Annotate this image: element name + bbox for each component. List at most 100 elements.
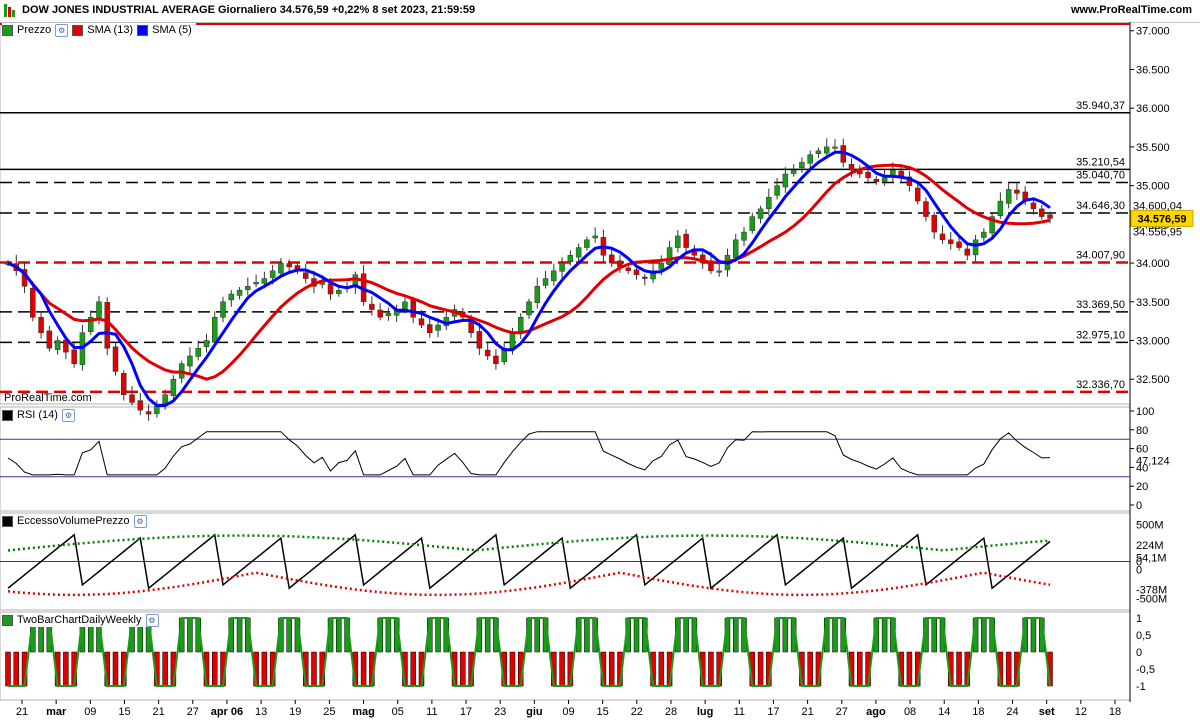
candle-body	[625, 267, 631, 272]
candle-body	[551, 270, 557, 282]
prorealtime-logo-icon	[4, 4, 15, 17]
candle-body	[774, 185, 780, 196]
rsi-tick-label: 80	[1136, 425, 1148, 437]
candle-body	[526, 301, 532, 316]
rsi-tick-label: 60	[1136, 444, 1148, 456]
sma13-swatch	[72, 24, 84, 36]
candle-body	[997, 200, 1004, 216]
x-tick-label: 05	[392, 706, 404, 718]
x-tick-label: 21	[16, 706, 28, 718]
x-tick-label: ago	[866, 706, 886, 718]
twobar-down-bar	[658, 651, 665, 687]
candle-body	[187, 355, 193, 367]
candle-body	[410, 299, 416, 318]
twobar-up-bar	[286, 617, 292, 653]
twobar-tick-label: -0,5	[1136, 664, 1155, 676]
legend-sma5-label: SMA (5)	[152, 24, 192, 36]
candle-body	[956, 241, 962, 248]
x-tick-label: 25	[323, 706, 335, 718]
site-link[interactable]: www.ProRealTime.com	[1070, 4, 1192, 16]
twobar-down-bar	[112, 651, 119, 687]
price-tick-label: 34.000	[1136, 258, 1170, 270]
candle-body	[220, 301, 226, 318]
candle-body	[592, 235, 598, 239]
candle-body	[865, 171, 871, 179]
sma13-value-label: 34.556,95	[1133, 226, 1182, 238]
sma5-line	[7, 150, 1051, 407]
panel-frame-1	[0, 406, 1131, 512]
rsi-settings-icon[interactable]: ⚙	[61, 408, 75, 422]
candle-body	[261, 278, 268, 284]
legend-twobar-label: TwoBarChartDailyWeekly	[17, 614, 142, 626]
twobar-up-bar	[931, 617, 937, 653]
twobar-up-bar	[832, 617, 838, 653]
volume-upper-envelope	[7, 534, 1051, 552]
twobar-down-bar	[956, 651, 962, 687]
candle-body	[807, 154, 813, 164]
candle-body	[493, 355, 499, 364]
candle-body	[782, 173, 789, 188]
candle-body	[914, 187, 921, 202]
candle-body	[608, 254, 615, 264]
candle-body	[939, 233, 946, 241]
candle-body	[269, 270, 276, 278]
candle-body	[559, 262, 565, 272]
volume-legend: EccessoVolumePrezzo ⚙	[2, 514, 151, 528]
x-tick-label: mag	[352, 706, 375, 718]
x-tick-label: 09	[84, 706, 96, 718]
candle-body	[286, 263, 292, 268]
twobar-down-bar	[261, 651, 268, 687]
x-tick-label: apr 06	[211, 706, 243, 718]
candle-body	[236, 289, 243, 296]
x-tick-label: 14	[938, 706, 950, 718]
level-label: 34.646,30	[1076, 200, 1125, 212]
candle-body	[121, 373, 127, 395]
candle-body	[948, 239, 954, 244]
candle-body	[385, 313, 392, 317]
twobar-line	[8, 617, 1051, 687]
x-tick-label: 11	[734, 706, 745, 718]
x-tick-label: 28	[665, 706, 677, 718]
candle-body	[195, 347, 201, 357]
volume-settings-icon[interactable]: ⚙	[133, 514, 147, 528]
candle-body	[650, 270, 656, 280]
candle-body	[369, 303, 375, 310]
candle-body	[435, 324, 441, 331]
price-tick-label: 36.500	[1136, 64, 1170, 76]
candle-body	[203, 340, 210, 348]
x-tick-label: 11	[426, 706, 437, 718]
candle-body	[675, 235, 681, 248]
candle-body	[46, 330, 53, 349]
candle-body	[402, 301, 408, 310]
x-tick-label: lug	[697, 706, 714, 718]
level-label: 32.975,10	[1076, 329, 1125, 341]
price-tick-label: 33.000	[1136, 336, 1170, 348]
price-tick-label: 37.000	[1136, 26, 1170, 38]
candle-body	[1005, 189, 1012, 204]
volume-lower-envelope	[7, 571, 1051, 597]
rsi-value-label: 47,124	[1136, 456, 1170, 468]
price-tick-label: 33.500	[1136, 297, 1170, 309]
x-tick-label: 21	[153, 706, 165, 718]
twobar-up-bar	[732, 617, 739, 653]
candle-body	[484, 349, 491, 357]
price-settings-icon[interactable]: ⚙	[55, 23, 69, 37]
current-price-label: 34.576,59	[1138, 213, 1187, 225]
twobar-swatch	[2, 614, 13, 626]
twobar-up-bar	[633, 617, 640, 653]
x-tick-label: 18	[1109, 706, 1121, 718]
level-label: 33.369,50	[1076, 299, 1125, 311]
rsi-tick-label: 40	[1136, 462, 1148, 474]
volume-value-label: 224M	[1136, 540, 1164, 552]
candle-body	[642, 276, 648, 279]
x-tick-label: 15	[597, 706, 609, 718]
x-tick-label: 24	[1006, 706, 1018, 718]
x-tick-label: mar	[46, 706, 67, 718]
candle-body	[162, 394, 168, 405]
twobar-down-bar	[509, 651, 516, 687]
candle-body	[302, 272, 309, 279]
twobar-settings-icon[interactable]: ⚙	[145, 613, 159, 627]
twobar-down-bar	[608, 651, 615, 687]
candle-body	[1030, 202, 1037, 210]
